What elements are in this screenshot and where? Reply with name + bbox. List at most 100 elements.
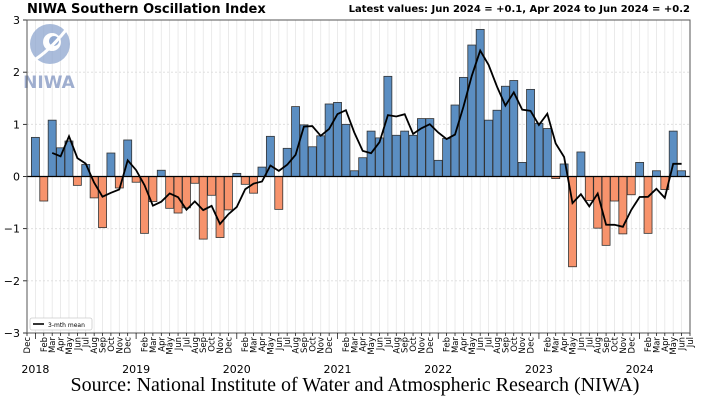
x-month-label: Nov [619,337,629,354]
x-month-label: Dec [224,337,234,354]
x-year-label: 2018 [21,363,49,376]
y-tick-label: −3 [4,327,20,340]
soi-bar [307,146,317,177]
source-caption: Source: National Institute of Water and … [70,374,640,396]
soi-bar [534,122,544,177]
x-month-label: Feb [443,337,453,352]
x-year-label: 2020 [223,363,251,376]
x-month-label: Dec [23,337,33,354]
soi-bar [291,106,300,177]
soi-bar [324,103,334,177]
soi-bar [39,176,49,202]
x-month-label: Oct [611,336,621,351]
soi-bar [484,119,493,177]
soi-bar [156,169,166,177]
three-month-mean-line [51,48,682,228]
x-month-label: Mar [48,337,58,354]
x-year-label: 2024 [626,363,654,376]
y-tick-label: 0 [13,171,20,184]
x-month-label: Nov [216,337,226,354]
x-month-label: Jun [476,337,486,351]
soi-bar [652,170,661,177]
x-month-label: Apr [560,337,570,352]
soi-bar [542,128,552,177]
x-month-label: May [266,337,276,355]
soi-bar [316,135,326,177]
soi-bar [442,138,452,177]
x-month-label: May [65,337,75,355]
x-month-label: May [569,337,579,355]
x-month-label: Jul [585,337,595,348]
x-year-label: 2023 [525,363,553,376]
x-month-label: Mar [350,337,360,354]
x-month-label: Jun [678,337,688,351]
x-month-label: Sep [501,337,511,353]
x-year-label: 2021 [324,363,352,376]
x-month-label: Feb [40,337,50,352]
legend-label: 3-mth mean [48,322,85,329]
soi-bar [190,176,200,184]
x-month-label: Sep [401,337,411,353]
x-month-label: May [367,337,377,355]
soi-bar [517,162,527,177]
soi-bar [635,162,645,177]
x-month-label: May [669,337,679,355]
x-month-label: Aug [392,337,402,354]
x-month-label: Feb [141,337,151,352]
soi-bar [584,176,594,201]
soi-bar [349,170,359,177]
x-month-label: Aug [594,337,604,354]
soi-bar [72,176,82,186]
svg-text:NIWA: NIWA [23,73,76,93]
y-tick-label: 3 [13,14,20,27]
x-month-label: Apr [661,337,671,352]
soi-bar [576,151,586,177]
x-month-label: Apr [157,337,167,352]
y-tick-label: 2 [13,66,20,79]
x-month-label: Jun [376,337,386,351]
soi-bar [492,109,502,177]
soi-bar [643,176,653,234]
x-month-label: May [468,337,478,355]
x-month-label: Feb [644,337,654,352]
x-year-label: 2022 [424,363,452,376]
soi-bar [182,176,191,209]
x-month-label: Apr [258,337,268,352]
x-month-label: Jun [275,337,285,351]
x-month-label: Aug [493,337,503,354]
x-month-label: Jun [73,337,83,351]
soi-bar [358,157,368,177]
x-month-label: Nov [115,337,125,354]
soi-bar [207,176,217,196]
x-month-label: Jul [183,337,193,348]
y-tick-label: −2 [4,275,20,288]
x-month-label: Nov [417,337,427,354]
soi-bar [677,170,687,177]
x-year-label: 2019 [122,363,150,376]
x-month-label: Apr [57,337,67,352]
x-month-label: Apr [359,337,369,352]
x-month-label: Jul [283,337,293,348]
soi-bar [30,136,40,177]
x-month-label: Sep [199,337,209,353]
x-month-label: Jun [174,337,184,351]
x-month-label: Aug [191,337,201,354]
soi-bar [408,134,418,177]
x-month-label: Feb [241,337,251,352]
x-month-label: Oct [308,336,318,351]
soi-bar [47,119,57,177]
y-tick-label: 1 [13,118,20,131]
niwa-logo: NIWA [23,24,76,93]
plot-frame [26,19,691,334]
x-month-label: Sep [99,337,109,353]
x-month-label: Oct [409,336,419,351]
soi-bar [459,76,468,177]
latest-values-subtitle: Latest values: Jun 2024 = +0.1, Apr 2024… [348,4,690,15]
x-month-label: Jul [82,337,92,348]
x-month-label: Sep [300,337,310,353]
x-month-label: Mar [149,337,159,354]
soi-bar [64,140,74,177]
soi-bar [450,104,460,177]
x-month-label: Dec [527,337,537,354]
